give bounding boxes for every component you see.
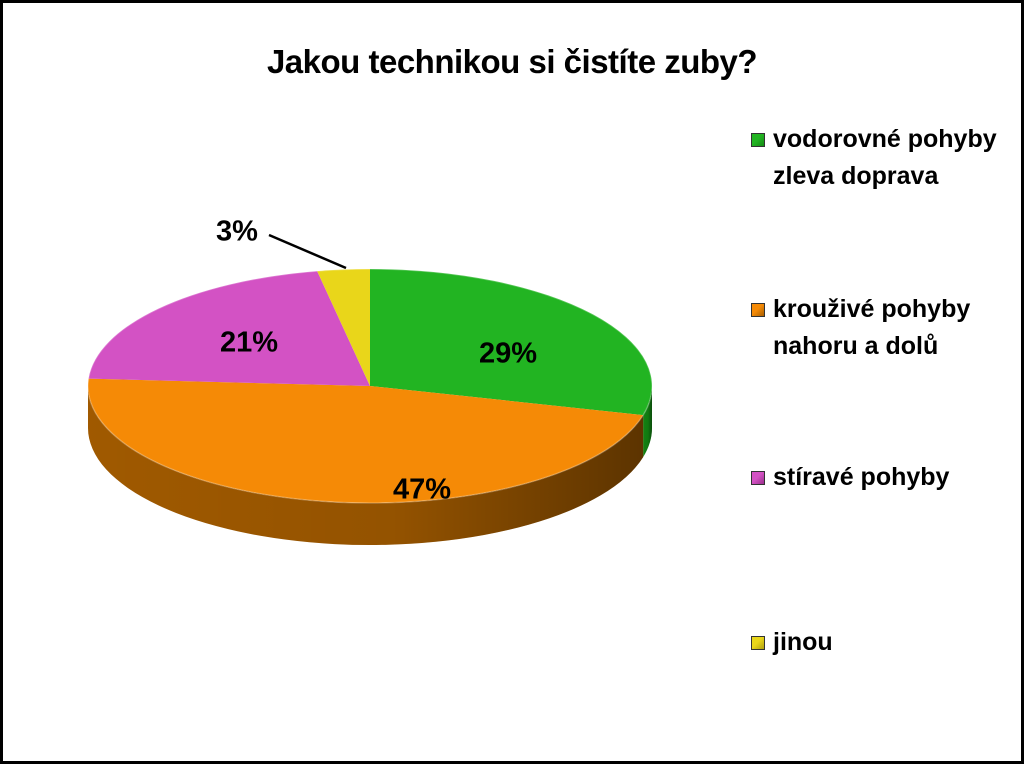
leader-line-jinou (268, 233, 347, 270)
data-label-vodorovn-pohyby-zleva-doprava: 29% (479, 338, 537, 370)
pie-rim-highlight (87, 268, 653, 504)
chart-title: Jakou technikou si čistíte zuby? (266, 43, 758, 80)
legend-label: jinou (773, 628, 833, 656)
legend-item-krou-iv-pohyby-nahoru-a-dol: krouživé pohyby nahoru a dolů (751, 291, 1013, 365)
pie-slice-vodorovn-pohyby-zleva-doprava (370, 269, 652, 416)
legend-swatch (751, 636, 765, 650)
legend-item-vodorovn-pohyby-zleva-doprava: vodorovné pohyby zleva doprava (751, 121, 1013, 195)
pie-slice-st-rav-pohyby (88, 271, 371, 386)
data-label-jinou: 3% (216, 216, 258, 248)
legend-item-st-rav-pohyby: stíravé pohyby (751, 459, 1013, 496)
pie-chart: 29% 47% 21% 3% (87, 216, 653, 545)
legend-swatch (751, 303, 765, 317)
pie-slice-side-shading (87, 386, 644, 545)
legend-label: stíravé pohyby (773, 463, 950, 491)
legend-label: krouživé pohyby nahoru a dolů (773, 295, 971, 360)
legend-swatch (751, 133, 765, 147)
pie-slice-krou-iv-pohyby-nahoru-a-dol (88, 378, 644, 503)
pie-slice-jinou (317, 269, 370, 386)
pie-slice-side-shading (643, 386, 652, 458)
legend-swatch (751, 471, 765, 485)
data-label-krou-iv-pohyby-nahoru-a-dol: 47% (393, 474, 451, 506)
legend-label: vodorovné pohyby zleva doprava (773, 125, 997, 190)
data-label-st-rav-pohyby: 21% (220, 327, 278, 359)
legend-item-jinou: jinou (751, 624, 1013, 661)
